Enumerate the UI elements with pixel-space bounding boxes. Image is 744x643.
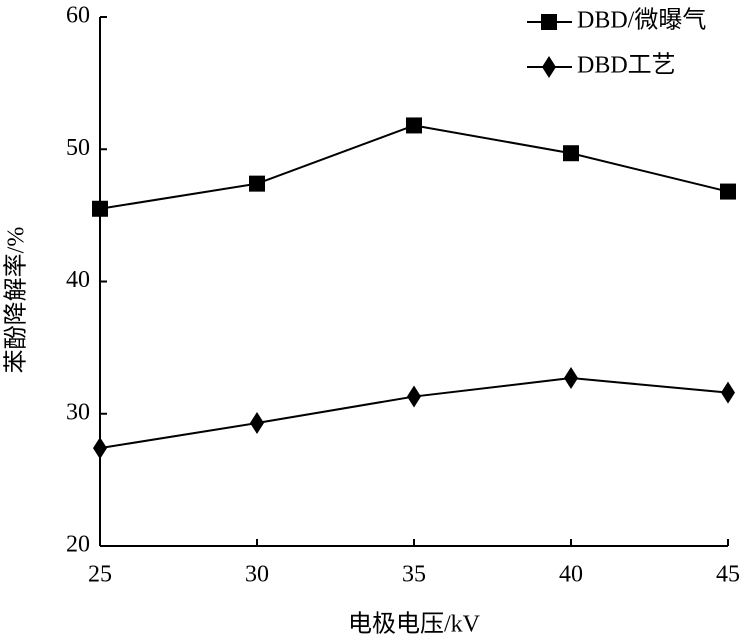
- series-line: [99, 124, 729, 210]
- y-tick-label: 20: [66, 532, 90, 558]
- x-tick-label: 40: [559, 562, 583, 588]
- marker: [92, 200, 108, 217]
- legend-label: DBD/微曝气: [577, 7, 706, 34]
- marker: [563, 145, 579, 162]
- x-tick-label: 35: [402, 562, 426, 588]
- marker: [249, 175, 265, 192]
- marker: [93, 437, 107, 460]
- y-tick-label: 40: [66, 267, 90, 293]
- y-tick-label: 50: [66, 135, 90, 161]
- marker: [541, 14, 557, 30]
- x-tick-label: 45: [716, 562, 740, 588]
- marker: [542, 56, 556, 78]
- marker: [406, 117, 422, 134]
- marker: [721, 381, 735, 404]
- marker: [564, 367, 578, 390]
- y-tick-label: 60: [66, 3, 90, 29]
- legend-label: DBD工艺: [577, 52, 676, 79]
- marker: [407, 385, 421, 408]
- x-axis-label: 电极电压/kV: [348, 611, 481, 638]
- x-tick-label: 30: [245, 562, 269, 588]
- y-tick-label: 30: [66, 399, 90, 425]
- x-tick-label: 25: [88, 562, 112, 588]
- marker: [720, 183, 736, 200]
- y-axis-label: 苯酚降解率/%: [3, 227, 30, 374]
- marker: [250, 412, 264, 435]
